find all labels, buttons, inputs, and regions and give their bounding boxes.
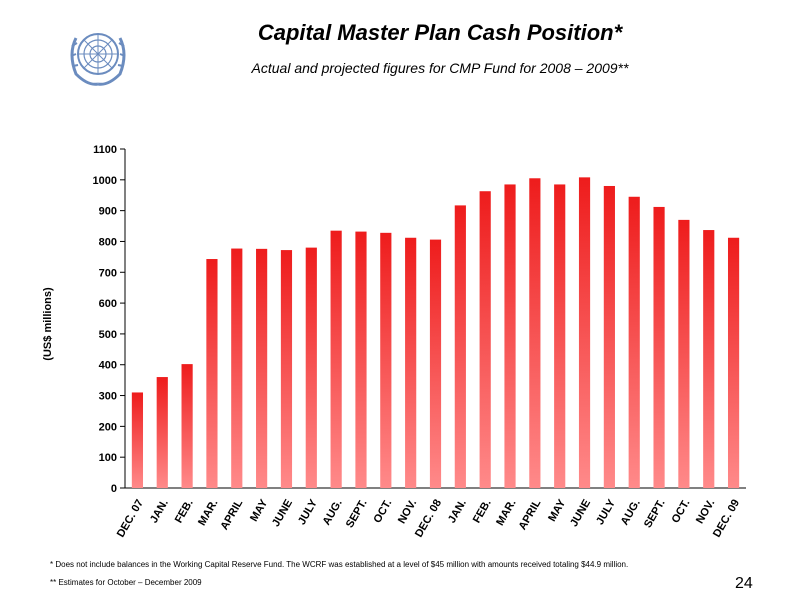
bar [380,232,392,488]
page-subtitle: Actual and projected figures for CMP Fun… [251,60,629,76]
x-category-label: OCT. [670,498,693,526]
x-category-label: APRIL [517,497,544,532]
bar [628,196,640,488]
bar [231,248,243,488]
bar [405,237,417,488]
y-tick-label: 500 [99,329,117,341]
y-tick-label: 200 [99,421,117,433]
bar [529,178,541,488]
x-category-label: JAN. [446,498,469,526]
x-category-label: JULY [594,497,618,527]
y-tick-label: 1100 [93,144,117,156]
footnote-wcrf: * Does not include balances in the Worki… [50,560,629,569]
x-category-label: MAR. [494,498,518,528]
x-category-label: MAR. [196,498,220,528]
footnote-estimates: ** Estimates for October – December 2009 [50,578,202,587]
x-category-label: AUG. [321,498,345,528]
y-tick-label: 900 [99,206,117,218]
x-category-label: SEPT. [642,498,668,530]
y-tick-label: 700 [99,267,117,279]
x-category-label: SEPT. [344,498,370,530]
bar [181,364,193,488]
x-category-label: JUNE [270,498,295,529]
page-number: 24 [735,575,753,592]
bar [355,231,367,489]
bar [454,205,466,488]
bar [256,248,268,488]
x-category-label: JULY [296,497,320,527]
bar [479,191,491,489]
bar [727,237,740,488]
bar [703,230,715,488]
bar [554,184,566,488]
bar [578,177,591,488]
bar [156,377,168,488]
y-tick-label: 400 [99,360,117,372]
x-category-label: OCT. [371,498,394,526]
y-tick-label: 1000 [93,175,117,187]
bar [504,184,516,488]
y-tick-label: 0 [111,483,117,495]
bar [280,250,293,488]
un-emblem-logo [70,33,126,86]
bar [678,219,690,488]
x-category-label: JUNE [568,498,593,529]
bar [305,247,317,488]
x-category-label: JAN. [148,498,171,526]
x-category-label: NOV. [694,498,717,526]
bar [653,206,665,489]
bar [206,259,218,488]
y-tick-label: 600 [99,298,117,310]
x-category-label: MAY [248,497,270,524]
bar [429,239,442,488]
x-category-label: AUG. [619,498,643,528]
bar [131,392,144,488]
y-tick-label: 100 [99,452,117,464]
bar [603,185,615,488]
x-category-label: FEB. [173,498,196,526]
x-category-label: APRIL [218,497,245,532]
x-category-label: MAY [546,497,568,524]
x-category-label: NOV. [396,498,419,526]
x-category-label: DEC. 07 [115,498,146,540]
y-tick-label: 300 [99,391,117,403]
bar [330,230,342,488]
page-title: Capital Master Plan Cash Position* [257,20,623,45]
y-tick-label: 800 [99,236,117,248]
x-category-label: FEB. [471,498,494,526]
